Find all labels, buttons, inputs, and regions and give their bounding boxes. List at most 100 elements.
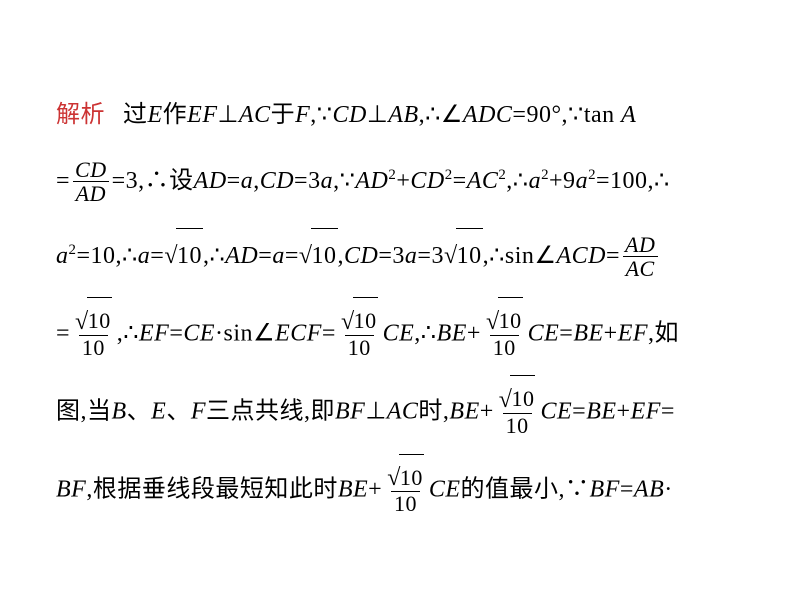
eq-90: =90°, (512, 102, 568, 128)
therefore: ∴ (145, 168, 170, 194)
var-F: F (295, 102, 310, 128)
var-B: B (112, 399, 127, 425)
sqrt-10: √10 (444, 240, 483, 272)
text: 图,当 (56, 399, 112, 425)
perp: ⊥ (365, 399, 386, 425)
eq: = (258, 243, 272, 269)
var-a: a (241, 168, 254, 194)
eq-3: =3 (378, 243, 405, 269)
sep: 、 (166, 399, 191, 425)
because: ∵ (317, 102, 333, 128)
var-ACD: ACD (556, 243, 606, 269)
perp: ⊥ (367, 102, 388, 128)
sep: 、 (127, 399, 152, 425)
therefore: ∴ (489, 243, 505, 269)
eq-3: =3 (294, 168, 321, 194)
plus: + (480, 399, 494, 425)
eq: = (620, 477, 634, 503)
var-ADC: ADC (463, 102, 513, 128)
var-BE: BE (573, 320, 603, 346)
sq: 2 (588, 167, 596, 183)
var-CE: CE (528, 320, 560, 346)
text: 于 (271, 102, 296, 128)
text: ,如 (648, 320, 679, 346)
var-F: F (191, 399, 206, 425)
angle: ∠ (253, 320, 275, 346)
frac-num: AD (622, 233, 658, 256)
because: ∵ (568, 102, 584, 128)
var-ECF: ECF (275, 320, 322, 346)
sqrt-10: √10 (164, 240, 203, 272)
eq-100: =100, (596, 168, 654, 194)
var-BE: BE (338, 477, 368, 503)
angle: ∠ (534, 243, 556, 269)
therefore: ∴ (425, 102, 441, 128)
line-1: 解析过E作EF⊥AC于F,∵CD⊥AB,∴∠ADC=90°,∵tan A (56, 100, 744, 131)
var-AC: AC (387, 399, 419, 425)
plus: + (617, 399, 631, 425)
var-BF: BF (335, 399, 365, 425)
var-CD: CD (260, 168, 294, 194)
var-AC: AC (467, 168, 499, 194)
angle: ∠ (441, 102, 463, 128)
var-a: a (529, 168, 542, 194)
var-AD: AD (355, 168, 388, 194)
text: 的值最小, (461, 477, 566, 503)
var-A: A (621, 102, 636, 128)
var-a: a (576, 168, 589, 194)
therefore: ∴ (123, 320, 139, 346)
sq: 2 (445, 167, 453, 183)
eq: = (661, 399, 675, 425)
eq-10: =10, (76, 243, 122, 269)
text: 三点共线,即 (206, 399, 335, 425)
var-BF: BF (56, 477, 86, 503)
var-BE: BE (449, 399, 479, 425)
therefore: ∴ (421, 320, 437, 346)
plus: + (368, 477, 382, 503)
sq: 2 (541, 167, 549, 183)
var-BE: BE (586, 399, 616, 425)
frac-root10-10: √10 10 (72, 309, 115, 359)
var-a: a (321, 168, 334, 194)
frac-den: 10 (79, 335, 108, 359)
frac-num: √10 (483, 309, 526, 335)
var-CE: CE (540, 399, 572, 425)
because: ∵ (565, 477, 590, 503)
frac-den: 10 (391, 491, 420, 515)
frac-den: AD (73, 181, 109, 205)
var-a: a (56, 243, 69, 269)
var-AD: AD (194, 168, 227, 194)
plus: + (396, 168, 410, 194)
eq-3: =3 (417, 243, 444, 269)
sqrt-10: √10 (299, 240, 338, 272)
therefore: ∴ (122, 243, 138, 269)
var-EF: EF (187, 102, 217, 128)
eq: = (559, 320, 573, 346)
frac-den: AC (623, 256, 658, 280)
var-CE: CE (383, 320, 415, 346)
frac-num: √10 (496, 387, 539, 413)
var-AC: AC (239, 102, 271, 128)
because: ∵ (340, 168, 356, 194)
line-3: a2=10,∴a=√10,∴AD=a=√10,CD=3a=3√10,∴sin∠A… (56, 234, 744, 281)
eq-3: =3, (112, 168, 145, 194)
frac-AD-AC: AD AC (622, 233, 658, 280)
solution-text: 解析过E作EF⊥AC于F,∵CD⊥AB,∴∠ADC=90°,∵tan A = C… (0, 0, 794, 516)
var-AD: AD (225, 243, 258, 269)
frac-CD-AD: CD AD (72, 158, 110, 205)
tan: tan (584, 102, 621, 128)
var-E: E (148, 102, 163, 128)
therefore: ∴ (513, 168, 529, 194)
line-6: BF,根据垂线段最短知此时BE+ √10 10 CE的值最小,∵BF=AB· (56, 466, 744, 516)
therefore: ∴ (654, 168, 670, 194)
plus: + (467, 320, 481, 346)
text: 作 (163, 102, 188, 128)
frac-den: 10 (345, 335, 374, 359)
var-a: a (405, 243, 418, 269)
eq: = (322, 320, 336, 346)
var-BE: BE (437, 320, 467, 346)
var-CD: CD (344, 243, 378, 269)
sin: sin (224, 320, 254, 346)
eq: = (56, 168, 70, 194)
eq: = (169, 320, 183, 346)
